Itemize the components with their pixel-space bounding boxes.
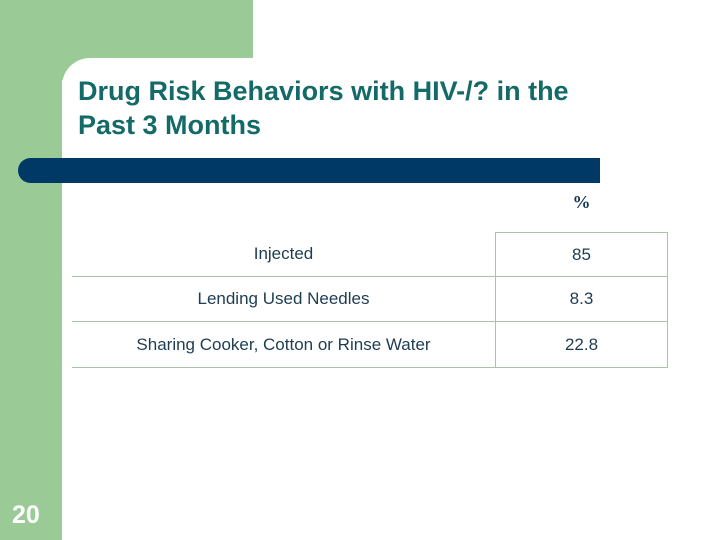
page-number: 20 xyxy=(12,501,40,529)
data-table: Injected 85 Lending Used Needles 8.3 Sha… xyxy=(72,232,668,368)
row-value: 85 xyxy=(495,232,668,277)
row-value: 22.8 xyxy=(495,322,668,368)
table-row: Sharing Cooker, Cotton or Rinse Water 22… xyxy=(72,322,668,368)
table-row: Injected 85 xyxy=(72,232,668,277)
green-sidebar xyxy=(0,0,62,540)
slide-title: Drug Risk Behaviors with HIV-/? in the P… xyxy=(78,74,698,142)
row-label: Lending Used Needles xyxy=(72,277,495,322)
row-label: Sharing Cooker, Cotton or Rinse Water xyxy=(72,322,495,368)
row-label: Injected xyxy=(72,232,495,277)
title-underline-bar xyxy=(18,158,600,183)
table-row: Lending Used Needles 8.3 xyxy=(72,277,668,322)
slide-title-line1: Drug Risk Behaviors with HIV-/? in the xyxy=(78,76,569,106)
slide-title-line2: Past 3 Months xyxy=(78,110,262,140)
content-panel xyxy=(62,58,720,540)
row-value: 8.3 xyxy=(495,277,668,322)
percent-column-header: % xyxy=(572,192,591,212)
